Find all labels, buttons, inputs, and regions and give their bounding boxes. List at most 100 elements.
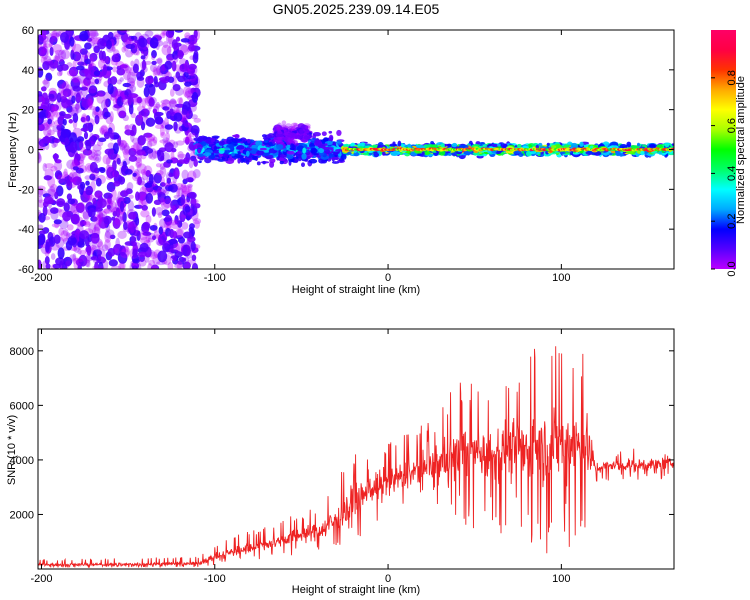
spectrogram-cell (81, 79, 88, 91)
spectrogram-cell (44, 256, 50, 265)
snr-x-axis-label: Height of straight line (km) (292, 584, 420, 596)
spectrogram-cell (162, 137, 170, 143)
spectrogram-cell (125, 50, 134, 58)
spectrogram-cell (126, 84, 137, 93)
spectrogram-cell (61, 97, 68, 110)
spectrogram-cell (93, 70, 101, 77)
spectrogram-cell (213, 145, 218, 151)
spectrogram-cell (188, 132, 196, 138)
spectrogram-cell (38, 233, 46, 246)
spectrogram-cell (63, 201, 69, 211)
spectrogram-cell (141, 204, 148, 211)
spectrogram-cell (72, 85, 82, 92)
spectrogram-cell (54, 170, 63, 180)
spectrogram-cell (291, 126, 296, 131)
spectrogram-cell (111, 46, 116, 52)
spectrogram-cell (122, 69, 131, 81)
spectrogram-cell (161, 30, 166, 37)
spectrogram-cell (94, 114, 100, 125)
spectrogram-cell (107, 83, 114, 95)
spectrogram-cell (232, 134, 240, 138)
spectrogram-cell (168, 172, 174, 177)
spectrogram-cell (174, 30, 184, 33)
spectrogram-cell (119, 200, 125, 212)
spectrogram-cell (177, 220, 183, 228)
spectrogram-cell (48, 87, 57, 94)
spectrogram-cell (78, 254, 88, 267)
spectrogram-cell (96, 213, 106, 223)
spectrogram-cell (72, 43, 83, 55)
spectrogram-cell (50, 30, 58, 39)
spectrogram-cell (105, 59, 111, 67)
spectrogram-cell (162, 241, 168, 248)
spectrogram-cell (77, 61, 85, 66)
spectrogram-cell (286, 154, 294, 160)
spectrogram-cell (120, 140, 128, 149)
spectrogram-cell (96, 90, 106, 97)
spectrogram-cell (87, 30, 97, 39)
spectrogram-cell (192, 218, 202, 225)
spectrogram-cell (141, 97, 146, 110)
spectrogram-cell (41, 136, 52, 144)
spectrogram-y-tick-label: 60 (22, 25, 34, 37)
spectrogram-cell (130, 60, 135, 67)
spectrogram-cell (38, 123, 45, 132)
spectrogram-cell (103, 111, 111, 118)
spectrogram-cell (169, 88, 175, 97)
spectrogram-cell (47, 103, 52, 111)
spectrogram-cell (92, 265, 99, 269)
spectrogram-cell (170, 150, 175, 163)
spectrogram-cell (79, 249, 86, 256)
spectrogram-cell (95, 214, 103, 226)
spectrogram-cell (147, 237, 154, 243)
spectrogram-cell (152, 185, 163, 191)
spectrogram-cell (256, 161, 261, 166)
spectrogram-cell (336, 140, 342, 145)
spectrogram-cell (112, 66, 117, 73)
spectrogram-cell (97, 248, 106, 260)
spectrogram-cell (167, 185, 173, 192)
spectrogram-cell (308, 158, 318, 164)
spectrogram-cell (49, 59, 59, 69)
spectrogram-cell (47, 129, 55, 136)
spectrogram-cell (184, 81, 192, 87)
spectrogram-cell (84, 259, 90, 267)
spectrogram-cell (78, 140, 85, 150)
spectrogram-cell (38, 224, 44, 230)
spectrogram-cell (123, 196, 131, 204)
spectrogram-cell (148, 259, 156, 266)
snr-frame (37, 328, 675, 570)
figure-title: GN05.2025.239.09.14.E05 (273, 1, 440, 17)
spectrogram-cell (138, 197, 144, 209)
spectrogram-cell (111, 216, 116, 221)
spectrogram-cell (166, 159, 173, 164)
spectrogram-cell (58, 49, 67, 61)
spectrogram-cell (182, 231, 193, 239)
spectrogram-cell (140, 60, 148, 70)
spectrogram-cell (177, 150, 184, 161)
spectrogram-cell (53, 219, 62, 225)
spectrogram-cell (88, 86, 97, 94)
spectrogram-cell (324, 149, 331, 154)
spectrogram-cell (78, 201, 86, 214)
spectrogram-cell (151, 207, 157, 217)
spectrogram-cell (137, 191, 148, 201)
spectrogram-cell (136, 149, 147, 156)
snr-y-tick-label: 2000 (10, 509, 34, 521)
spectrogram-cell (84, 42, 92, 50)
spectrogram-cell (89, 135, 98, 142)
spectrogram-cell (278, 157, 286, 162)
spectrogram-cell (46, 32, 53, 43)
spectrogram-cell (132, 172, 137, 177)
spectrogram-cell (86, 244, 92, 256)
spectrogram-cell (74, 90, 82, 103)
spectrogram-cell (102, 154, 112, 165)
spectrogram-cell (154, 234, 161, 239)
spectrogram-cell (120, 63, 129, 70)
spectrogram-cell (38, 111, 47, 118)
spectrogram-cell (147, 263, 153, 269)
spectrogram-cell (97, 210, 104, 220)
spectrogram-cell (128, 194, 134, 199)
spectrogram-cell (82, 211, 90, 220)
